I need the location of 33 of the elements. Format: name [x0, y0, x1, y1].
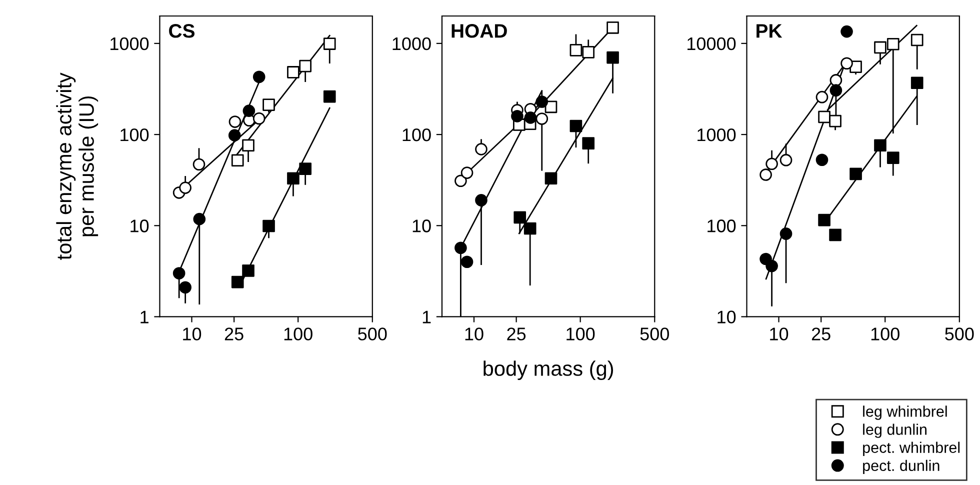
x-tick-label: 500 — [640, 328, 669, 340]
y-tick-label: 10 — [718, 310, 736, 324]
x-tick-label: 100 — [871, 328, 900, 340]
x-tick-label: 100 — [566, 328, 595, 340]
chart-title: HOAD — [452, 24, 507, 38]
y-axis-title: total enzyme activity per muscle (IU) — [56, 72, 98, 260]
x-tick-label: 500 — [945, 328, 974, 340]
x-axis-title: body mass (g) — [484, 360, 614, 380]
y-tick-label: 100 — [120, 128, 149, 142]
y-tick-label: 1 — [422, 310, 431, 324]
y-tick-label: 100 — [708, 220, 736, 232]
chart-title: CS — [169, 24, 194, 38]
x-tick-label: 10 — [183, 328, 202, 340]
y-tick-label: 100 — [402, 128, 431, 142]
x-tick-label: 10 — [770, 328, 788, 340]
y-tick-label: 1000 — [110, 37, 149, 50]
legend-label: leg whimbrel — [863, 406, 947, 420]
chart-title: PK — [756, 24, 782, 38]
x-tick-label: 100 — [284, 328, 312, 340]
x-tick-label: 25 — [507, 328, 526, 340]
x-tick-label: 25 — [224, 328, 244, 340]
x-tick-label: 500 — [358, 328, 387, 340]
legend-label: pect. whimbrel — [863, 442, 960, 456]
y-tick-label: 1000 — [698, 128, 736, 142]
x-tick-label: 25 — [812, 328, 830, 340]
y-tick-label: 10 — [412, 220, 431, 232]
y-tick-label: 1000 — [392, 37, 431, 50]
legend-label: leg dunlin — [863, 424, 926, 438]
y-tick-label: 1 — [140, 310, 148, 324]
y-tick-label: 10000 — [688, 37, 736, 50]
x-tick-label: 10 — [465, 328, 484, 340]
legend-label: pect. dunlin — [863, 460, 940, 474]
y-tick-label: 10 — [130, 220, 149, 232]
